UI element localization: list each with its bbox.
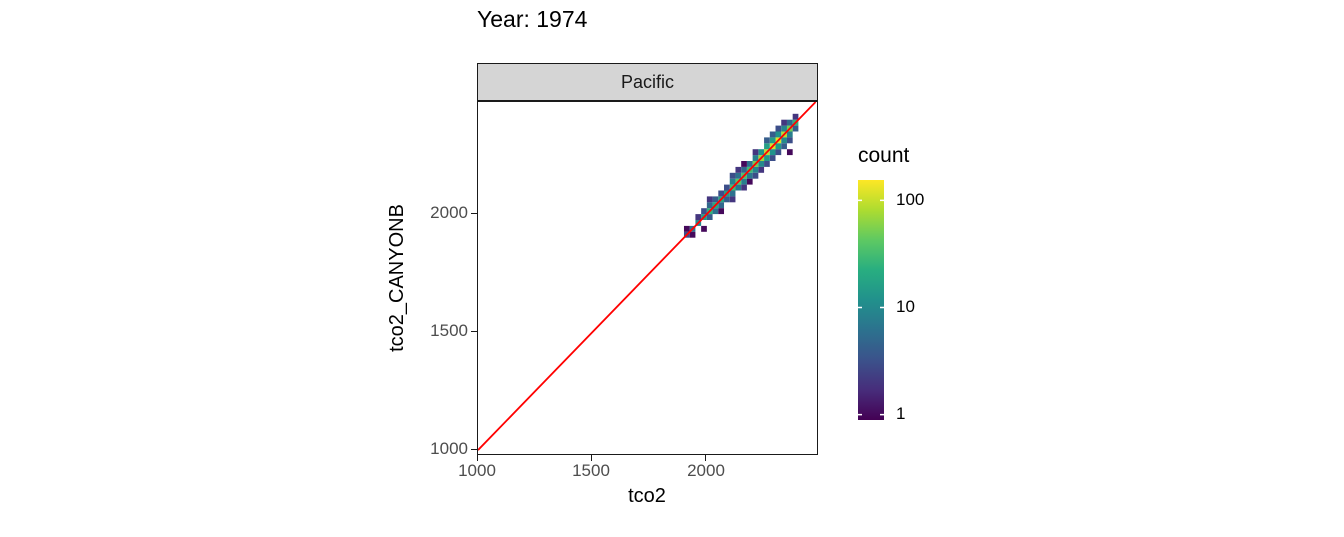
x-tick-label-1000: 1000 bbox=[458, 461, 496, 480]
y-axis-title: tco2_CANYONB bbox=[386, 204, 408, 352]
plot-panel bbox=[477, 101, 818, 455]
facet-strip: Pacific bbox=[477, 63, 818, 101]
bin2d-plot bbox=[478, 102, 817, 451]
facet-label: Pacific bbox=[620, 71, 674, 92]
legend-colorbar bbox=[858, 180, 884, 420]
x-axis-tick bbox=[591, 455, 592, 461]
x-axis-title: tco2 bbox=[628, 485, 666, 507]
legend-tick-label-1: 1 bbox=[896, 404, 906, 423]
x-axis-tick bbox=[705, 455, 706, 461]
y-axis-tick bbox=[471, 449, 477, 450]
y-tick-label-1500: 1500 bbox=[430, 321, 468, 340]
legend-tick-label-100: 100 bbox=[896, 190, 925, 209]
y-tick-label-1000: 1000 bbox=[430, 439, 468, 458]
y-tick-label-2000: 2000 bbox=[430, 203, 468, 222]
legend-title: count bbox=[858, 144, 910, 167]
y-axis-tick bbox=[471, 331, 477, 332]
legend-tick-label-10: 10 bbox=[896, 297, 915, 316]
x-tick-label-1500: 1500 bbox=[572, 461, 610, 480]
x-axis-tick bbox=[477, 455, 478, 461]
x-tick-label-2000: 2000 bbox=[687, 461, 725, 480]
plot-title: Year: 1974 bbox=[477, 6, 588, 32]
y-axis-tick bbox=[471, 213, 477, 214]
